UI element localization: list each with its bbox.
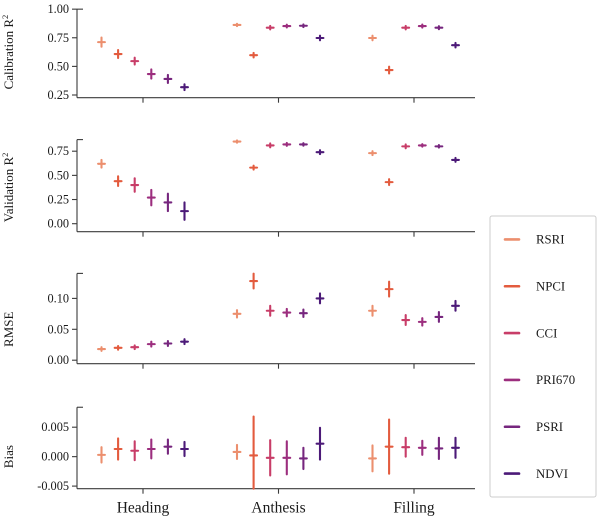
svg-text:0.75: 0.75 bbox=[47, 144, 69, 158]
svg-text:Heading: Heading bbox=[117, 500, 170, 517]
svg-text:1.00: 1.00 bbox=[47, 2, 69, 16]
svg-text:NDVI: NDVI bbox=[536, 467, 568, 481]
svg-text:0.50: 0.50 bbox=[47, 168, 69, 182]
svg-text:PSRI: PSRI bbox=[536, 420, 563, 434]
svg-text:NPCI: NPCI bbox=[536, 280, 565, 294]
svg-text:0.25: 0.25 bbox=[47, 88, 69, 102]
svg-text:0.50: 0.50 bbox=[47, 59, 69, 73]
svg-text:CCI: CCI bbox=[536, 326, 557, 340]
svg-text:PRI670: PRI670 bbox=[536, 373, 575, 387]
svg-text:0.005: 0.005 bbox=[41, 420, 69, 434]
svg-text:Bias: Bias bbox=[1, 445, 16, 468]
svg-text:0.00: 0.00 bbox=[47, 217, 69, 231]
svg-text:Validation R2: Validation R2 bbox=[0, 153, 16, 223]
svg-text:0.000: 0.000 bbox=[41, 450, 69, 464]
svg-text:RSRI: RSRI bbox=[536, 233, 564, 247]
svg-text:Calibration R2: Calibration R2 bbox=[0, 15, 16, 90]
svg-text:RMSE: RMSE bbox=[1, 312, 16, 347]
svg-text:0.75: 0.75 bbox=[47, 31, 69, 45]
svg-text:0.10: 0.10 bbox=[47, 291, 69, 305]
svg-text:Filling: Filling bbox=[393, 500, 435, 517]
svg-text:-0.005: -0.005 bbox=[37, 479, 69, 493]
svg-text:0.05: 0.05 bbox=[47, 322, 69, 336]
svg-text:0.00: 0.00 bbox=[47, 353, 69, 367]
svg-text:Anthesis: Anthesis bbox=[251, 500, 305, 517]
svg-text:0.25: 0.25 bbox=[47, 193, 69, 207]
